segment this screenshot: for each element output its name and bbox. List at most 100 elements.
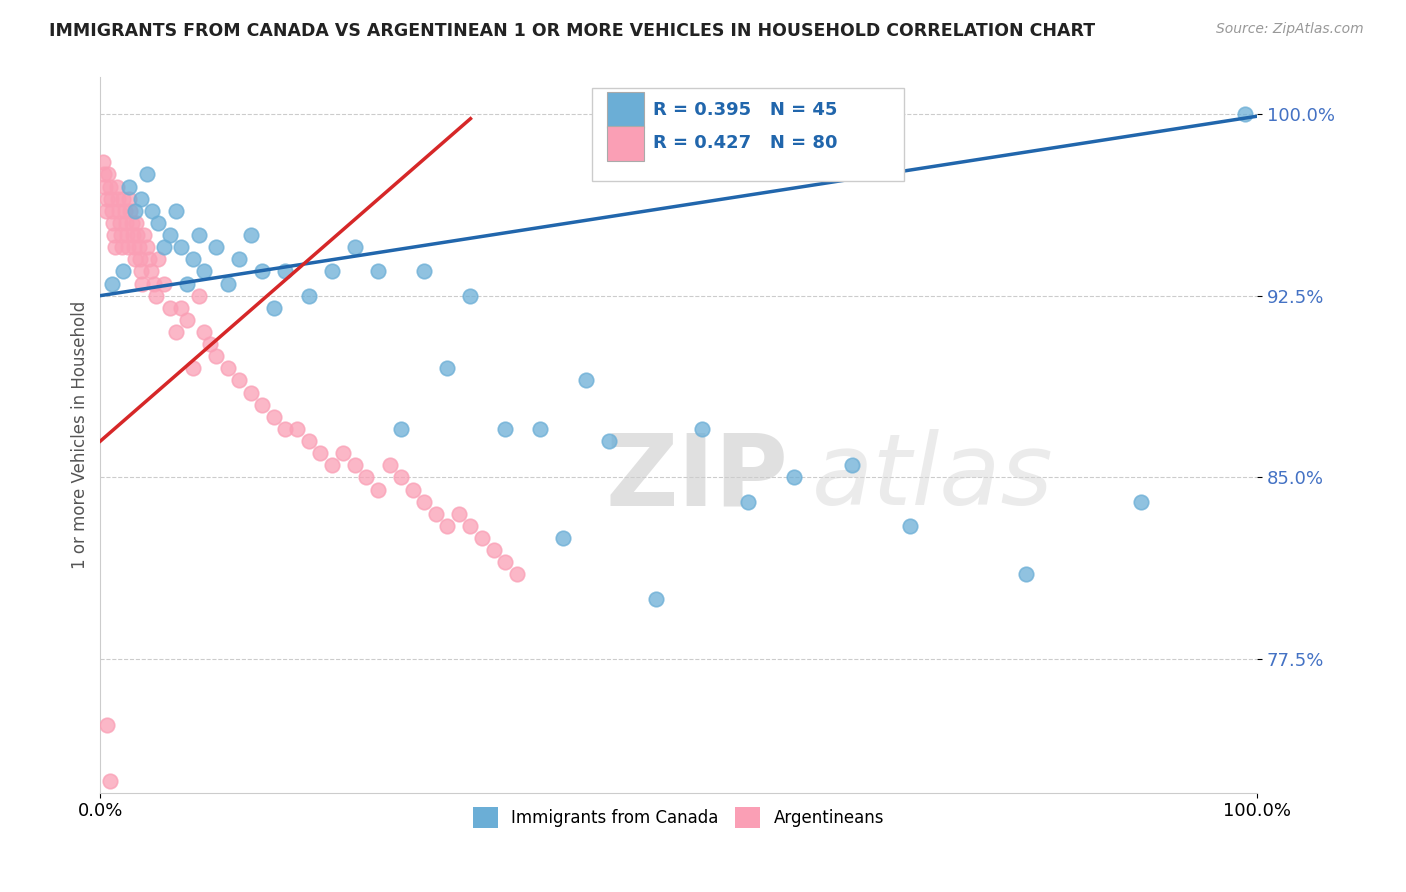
Point xyxy=(125,216,148,230)
Text: IMMIGRANTS FROM CANADA VS ARGENTINEAN 1 OR MORE VEHICLES IN HOUSEHOLD CORRELATIO: IMMIGRANTS FROM CANADA VS ARGENTINEAN 1 … xyxy=(49,22,1095,40)
Point xyxy=(297,434,319,449)
Point xyxy=(471,531,494,545)
Point xyxy=(460,519,482,533)
Point xyxy=(98,179,121,194)
Point xyxy=(187,288,209,302)
Text: ZIP: ZIP xyxy=(606,429,789,526)
Point xyxy=(690,422,713,436)
Point xyxy=(129,192,152,206)
Point xyxy=(367,483,389,497)
Text: R = 0.395   N = 45: R = 0.395 N = 45 xyxy=(654,101,838,119)
Text: Source: ZipAtlas.com: Source: ZipAtlas.com xyxy=(1216,22,1364,37)
Point xyxy=(114,203,136,218)
Point xyxy=(1015,567,1038,582)
Point xyxy=(108,216,131,230)
Point xyxy=(783,470,806,484)
Point xyxy=(217,361,239,376)
Point xyxy=(176,313,198,327)
Point xyxy=(105,179,128,194)
Point xyxy=(193,325,215,339)
Point xyxy=(101,277,124,291)
Point xyxy=(436,519,458,533)
Point xyxy=(131,277,153,291)
Point xyxy=(343,240,366,254)
Point xyxy=(107,192,129,206)
Point xyxy=(274,422,297,436)
Point xyxy=(148,252,170,267)
Point xyxy=(153,277,176,291)
Point xyxy=(263,301,285,315)
Point xyxy=(110,227,132,242)
Point xyxy=(494,422,516,436)
Point xyxy=(356,470,378,484)
Point xyxy=(205,349,228,363)
Point xyxy=(205,240,228,254)
FancyBboxPatch shape xyxy=(607,93,644,128)
Point xyxy=(436,361,458,376)
Point xyxy=(460,288,482,302)
Point xyxy=(124,203,146,218)
Point xyxy=(148,216,170,230)
Text: atlas: atlas xyxy=(811,429,1053,526)
Point xyxy=(165,203,187,218)
Point xyxy=(644,591,666,606)
Point xyxy=(309,446,332,460)
Point xyxy=(598,434,620,449)
Point xyxy=(93,168,115,182)
Point xyxy=(118,179,141,194)
FancyBboxPatch shape xyxy=(592,88,904,181)
Point xyxy=(121,216,143,230)
Point xyxy=(239,227,262,242)
Point xyxy=(252,264,274,278)
Point xyxy=(122,240,145,254)
Point xyxy=(115,227,138,242)
Point xyxy=(108,203,131,218)
Point xyxy=(321,264,343,278)
Point xyxy=(117,240,139,254)
Point xyxy=(101,203,124,218)
Point xyxy=(135,168,157,182)
Point xyxy=(482,543,505,558)
Point xyxy=(321,458,343,473)
Point xyxy=(898,519,921,533)
Point xyxy=(413,494,436,508)
Point xyxy=(134,227,156,242)
Y-axis label: 1 or more Vehicles in Household: 1 or more Vehicles in Household xyxy=(72,301,89,569)
Point xyxy=(96,718,118,732)
Point xyxy=(200,337,222,351)
Point xyxy=(111,240,134,254)
Point xyxy=(170,240,193,254)
FancyBboxPatch shape xyxy=(607,126,644,161)
Point xyxy=(101,216,124,230)
Point xyxy=(367,264,389,278)
Point xyxy=(389,422,412,436)
Point xyxy=(506,567,529,582)
Point xyxy=(142,277,165,291)
Point xyxy=(112,264,135,278)
Point xyxy=(575,374,598,388)
Point xyxy=(104,240,127,254)
Point xyxy=(141,203,163,218)
Point xyxy=(228,252,250,267)
Point xyxy=(94,179,117,194)
Point xyxy=(112,192,135,206)
Point xyxy=(378,458,401,473)
Point xyxy=(529,422,551,436)
Point xyxy=(128,240,150,254)
Point xyxy=(1234,107,1257,121)
Point xyxy=(91,155,114,169)
Point xyxy=(170,301,193,315)
Point xyxy=(343,458,366,473)
Point xyxy=(297,288,319,302)
Point xyxy=(252,398,274,412)
Point xyxy=(114,216,136,230)
Point xyxy=(153,240,176,254)
Point xyxy=(737,494,759,508)
Point xyxy=(187,227,209,242)
Point xyxy=(217,277,239,291)
Point xyxy=(127,227,149,242)
Point xyxy=(332,446,354,460)
Point xyxy=(285,422,308,436)
Point xyxy=(98,773,121,788)
Point xyxy=(120,203,142,218)
